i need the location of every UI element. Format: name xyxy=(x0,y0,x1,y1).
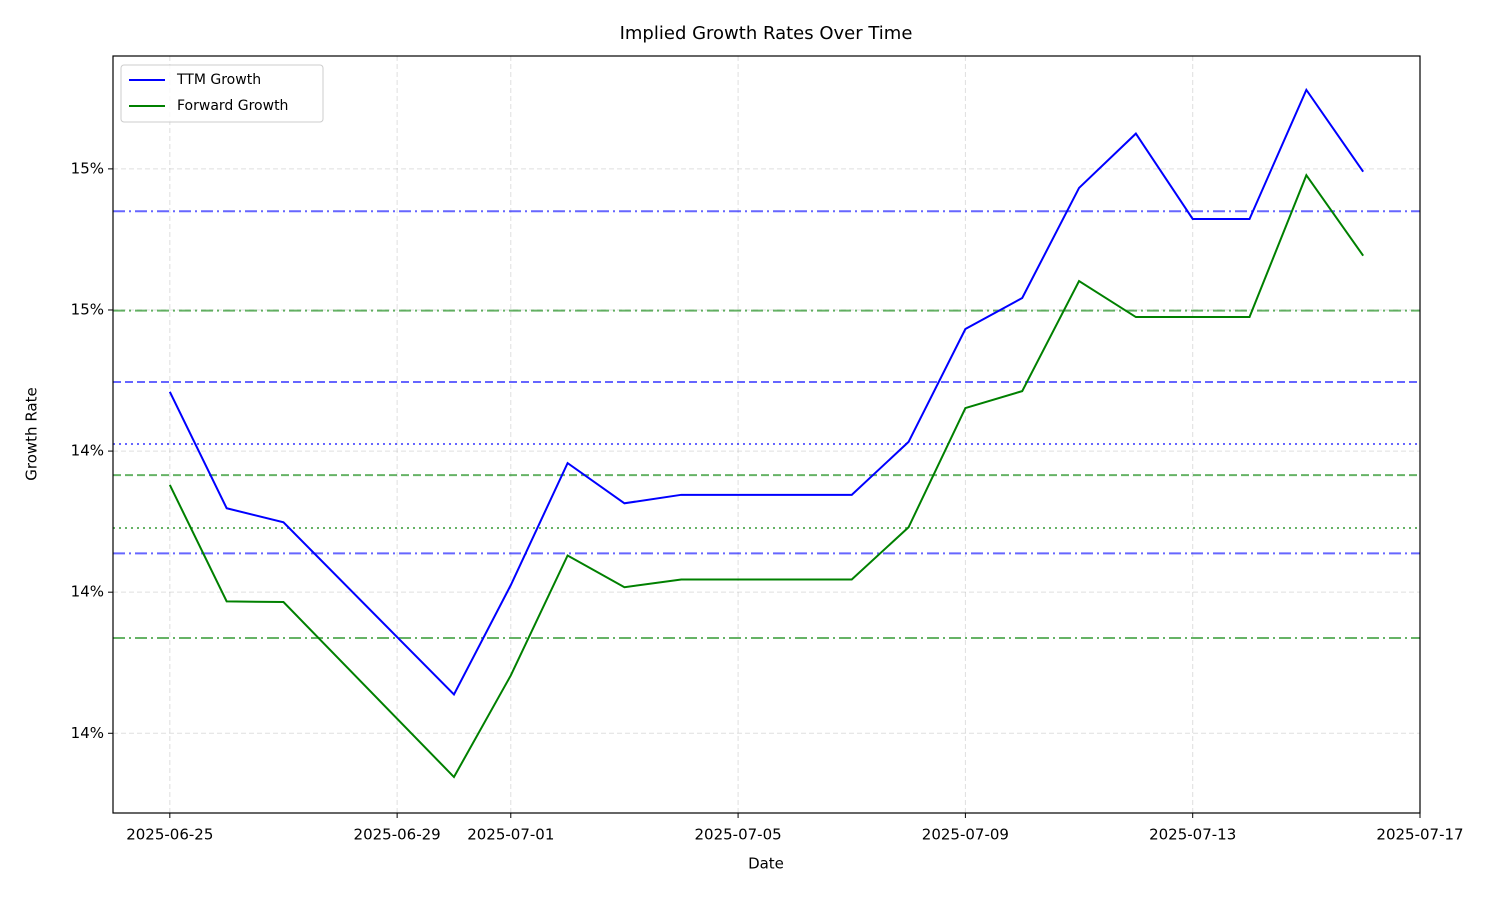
x-tick-label: 2025-07-17 xyxy=(1376,826,1463,844)
series-line xyxy=(168,87,1364,697)
legend-label: Forward Growth xyxy=(177,98,288,114)
legend-box xyxy=(120,64,324,123)
y-tick-label: 15% xyxy=(71,300,104,318)
x-tick-label: 2025-07-01 xyxy=(467,826,554,844)
y-tick-label: 14% xyxy=(71,442,104,460)
y-tick-label: 15% xyxy=(71,159,104,177)
series-line xyxy=(168,173,1364,779)
x-tick-label: 2025-07-13 xyxy=(1149,826,1236,844)
x-tick-label: 2025-07-05 xyxy=(694,826,781,844)
y-axis-label: Growth Rate xyxy=(23,387,41,480)
plot-frame xyxy=(112,55,1421,814)
x-axis-label: Date xyxy=(748,855,784,873)
chart-title: Implied Growth Rates Over Time xyxy=(620,23,913,44)
x-tick-label: 2025-06-25 xyxy=(126,826,213,844)
x-tick-label: 2025-07-09 xyxy=(922,826,1009,844)
x-tick-label: 2025-06-29 xyxy=(354,826,441,844)
y-tick-label: 14% xyxy=(71,724,104,742)
y-tick-label: 14% xyxy=(71,583,104,601)
legend-label: TTM Growth xyxy=(176,72,261,88)
